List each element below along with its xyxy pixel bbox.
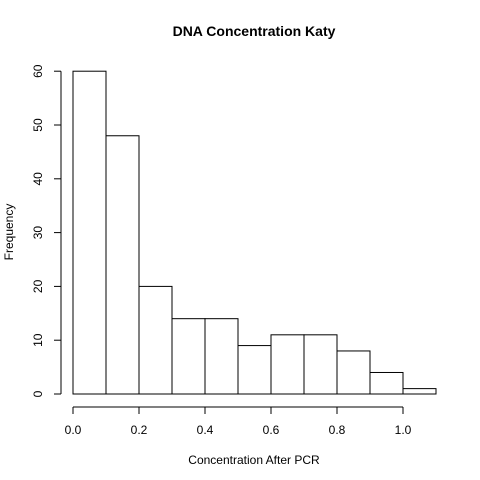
x-tick-label: 0.4: [197, 423, 214, 437]
histogram-bar-9: [370, 372, 403, 394]
y-axis-label: Frequency: [2, 204, 16, 261]
x-tick-label: 0.8: [329, 423, 346, 437]
x-axis: 0.0 0.2 0.4 0.6 0.8 1.0: [65, 407, 412, 437]
y-tick-label: 30: [31, 226, 45, 240]
x-tick-label: 0.0: [65, 423, 82, 437]
histogram-bar-4: [205, 319, 238, 394]
y-tick-label: 60: [31, 64, 45, 78]
histogram-bar-5: [238, 346, 271, 394]
chart-title: DNA Concentration Katy: [173, 23, 336, 39]
y-tick-label: 0: [31, 390, 45, 397]
y-axis: 0 10 20 30 40 50 60: [31, 64, 61, 397]
histogram-bar-10: [403, 389, 436, 394]
y-tick-label: 10: [31, 333, 45, 347]
x-axis-label: Concentration After PCR: [188, 453, 320, 467]
x-tick-label: 0.2: [131, 423, 148, 437]
histogram-bar-0: [73, 71, 106, 394]
y-tick-label: 40: [31, 172, 45, 186]
histogram-bar-2: [139, 286, 172, 394]
y-tick-label: 20: [31, 279, 45, 293]
bars-group: [73, 71, 436, 394]
y-tick-label: 50: [31, 118, 45, 132]
histogram-bar-3: [172, 319, 205, 394]
histogram-bar-7: [304, 335, 337, 394]
histogram-bar-1: [106, 136, 139, 394]
histogram-bar-6: [271, 335, 304, 394]
x-tick-label: 0.6: [263, 423, 280, 437]
x-tick-label: 1.0: [395, 423, 412, 437]
histogram-bar-8: [337, 351, 370, 394]
